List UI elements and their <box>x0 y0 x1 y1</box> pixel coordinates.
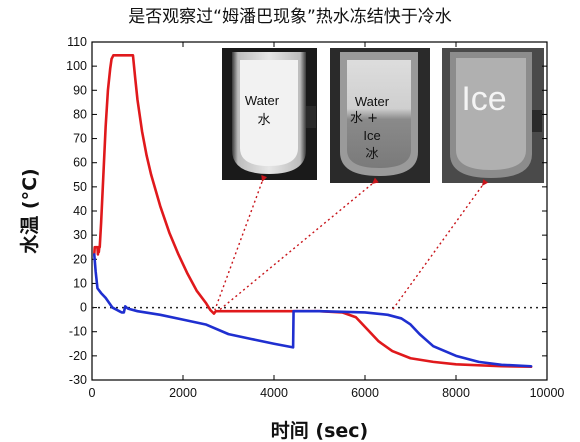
inset-pointer-line <box>214 181 263 311</box>
y-tick-label: 10 <box>73 276 87 290</box>
y-tick-label: 40 <box>73 204 87 218</box>
y-axis-label: 水温 (°C) <box>19 168 41 253</box>
y-tick-label: -30 <box>69 373 87 387</box>
inset-pointer-arrowhead <box>261 175 268 182</box>
x-tick-label: 6000 <box>351 386 379 400</box>
x-tick-label: 10000 <box>530 386 565 400</box>
cold-water-series-line <box>92 253 533 368</box>
svg-text:Ice: Ice <box>461 80 506 118</box>
inset-pointer-arrowhead <box>372 177 379 184</box>
y-tick-label: -10 <box>69 325 87 339</box>
x-tick-label: 4000 <box>260 386 288 400</box>
y-tick-label: 50 <box>73 180 87 194</box>
x-axis-label: 时间 (sec) <box>271 420 368 442</box>
y-tick-label: 20 <box>73 252 87 266</box>
y-tick-label: -20 <box>69 349 87 363</box>
svg-text:水: 水 <box>257 113 270 128</box>
svg-text:水 +: 水 + <box>350 111 378 126</box>
svg-text:Water: Water <box>355 94 390 109</box>
inset-photo-ice: Ice <box>442 48 544 183</box>
x-tick-label: 2000 <box>169 386 197 400</box>
x-tick-label: 0 <box>89 386 96 400</box>
inset-photo-water: Water 水 <box>222 48 317 180</box>
y-tick-label: 110 <box>67 35 87 49</box>
y-tick-label: 30 <box>73 228 87 242</box>
x-tick-label: 8000 <box>442 386 470 400</box>
svg-text:冰: 冰 <box>365 147 378 162</box>
hot-water-series-line <box>92 53 533 369</box>
y-tick-label: 60 <box>73 156 87 170</box>
inset-photo-water-ice: Water 水 + Ice 冰 <box>330 48 430 183</box>
inset-pointer-line <box>391 185 483 311</box>
inset-pointer-line <box>218 183 373 311</box>
y-tick-label: 80 <box>73 107 87 121</box>
svg-text:Ice: Ice <box>363 128 380 143</box>
svg-text:Water: Water <box>245 93 280 108</box>
inset-pointer-arrowhead <box>482 179 489 186</box>
chart-title: 是否观察过“姆潘巴现象”热水冻结快于冷水 <box>128 7 452 27</box>
y-tick-label: 0 <box>80 301 87 315</box>
y-tick-label: 70 <box>73 132 87 146</box>
y-tick-label: 100 <box>66 59 87 73</box>
y-tick-label: 90 <box>73 83 87 97</box>
